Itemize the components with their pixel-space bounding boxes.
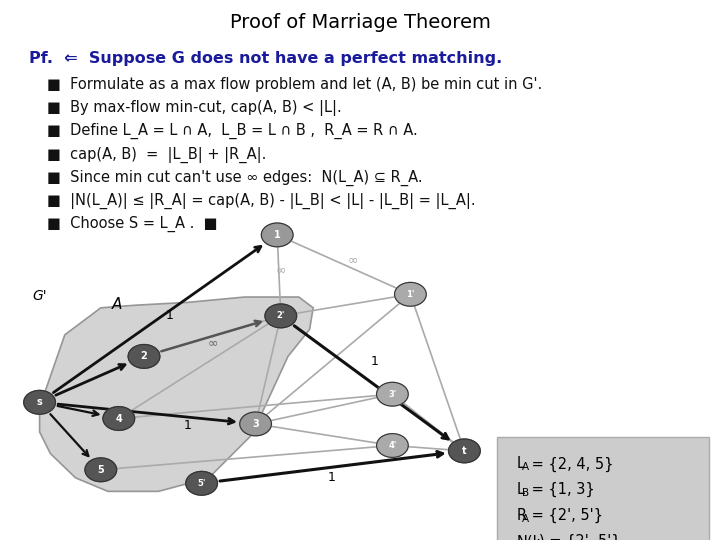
Text: Pf.  ⇐  Suppose G does not have a perfect matching.: Pf. ⇐ Suppose G does not have a perfect … — [29, 51, 502, 66]
Text: 1: 1 — [274, 230, 281, 240]
Circle shape — [24, 390, 55, 414]
Text: = {1, 3}: = {1, 3} — [526, 482, 595, 497]
FancyBboxPatch shape — [497, 437, 709, 540]
Circle shape — [377, 434, 408, 457]
Text: 2: 2 — [140, 352, 148, 361]
Text: ■  Choose S = L_A .  ■: ■ Choose S = L_A . ■ — [47, 216, 217, 232]
Text: A: A — [534, 539, 541, 540]
Text: 2': 2' — [276, 312, 285, 320]
Circle shape — [265, 304, 297, 328]
Circle shape — [128, 345, 160, 368]
Text: ■  cap(A, B)  =  |L_B| + |R_A|.: ■ cap(A, B) = |L_B| + |R_A|. — [47, 146, 266, 163]
Text: = {2', 5'}: = {2', 5'} — [526, 508, 603, 523]
Circle shape — [103, 407, 135, 430]
Text: 1: 1 — [328, 471, 335, 484]
Text: ■  |N(L_A)| ≤ |R_A| = cap(A, B) - |L_B| < |L| - |L_B| = |L_A|.: ■ |N(L_A)| ≤ |R_A| = cap(A, B) - |L_B| <… — [47, 193, 475, 209]
Text: ■  Since min cut can't use ∞ edges:  N(L_A) ⊆ R_A.: ■ Since min cut can't use ∞ edges: N(L_A… — [47, 170, 423, 186]
Circle shape — [240, 412, 271, 436]
Text: t: t — [462, 446, 467, 456]
Text: 1': 1' — [406, 290, 415, 299]
Text: ) = {2', 5'}: ) = {2', 5'} — [539, 534, 621, 540]
Text: 4': 4' — [388, 441, 397, 450]
Text: ∞: ∞ — [348, 253, 358, 266]
Circle shape — [377, 382, 408, 406]
Text: ∞: ∞ — [276, 264, 286, 276]
Text: L: L — [516, 456, 524, 471]
Text: R: R — [516, 508, 526, 523]
Text: A: A — [112, 297, 122, 312]
Text: ∞: ∞ — [207, 336, 217, 349]
Text: 3': 3' — [388, 390, 397, 399]
Text: s: s — [37, 397, 42, 407]
Text: ■  By max-flow min-cut, cap(A, B) < |L|.: ■ By max-flow min-cut, cap(A, B) < |L|. — [47, 100, 341, 116]
Text: G': G' — [32, 289, 47, 303]
Text: 5: 5 — [97, 465, 104, 475]
Text: 1: 1 — [166, 309, 173, 322]
Text: A: A — [522, 462, 529, 472]
Circle shape — [261, 223, 293, 247]
Text: 1: 1 — [371, 355, 378, 368]
Text: N(L: N(L — [516, 534, 541, 540]
Text: 5': 5' — [197, 479, 206, 488]
Circle shape — [186, 471, 217, 495]
Text: ■  Define L_A = L ∩ A,  L_B = L ∩ B ,  R_A = R ∩ A.: ■ Define L_A = L ∩ A, L_B = L ∩ B , R_A … — [47, 123, 418, 139]
Polygon shape — [40, 297, 313, 491]
Text: Proof of Marriage Theorem: Proof of Marriage Theorem — [230, 14, 490, 32]
Circle shape — [449, 439, 480, 463]
Circle shape — [85, 458, 117, 482]
Text: A: A — [522, 514, 529, 524]
Text: L: L — [516, 482, 524, 497]
Text: = {2, 4, 5}: = {2, 4, 5} — [526, 456, 613, 471]
Text: 3: 3 — [252, 419, 259, 429]
Text: 4: 4 — [115, 414, 122, 423]
Text: 1: 1 — [184, 419, 191, 432]
Circle shape — [395, 282, 426, 306]
Text: ■  Formulate as a max flow problem and let (A, B) be min cut in G'.: ■ Formulate as a max flow problem and le… — [47, 77, 542, 92]
Text: B: B — [522, 488, 529, 498]
Text: 12: 12 — [686, 519, 702, 532]
